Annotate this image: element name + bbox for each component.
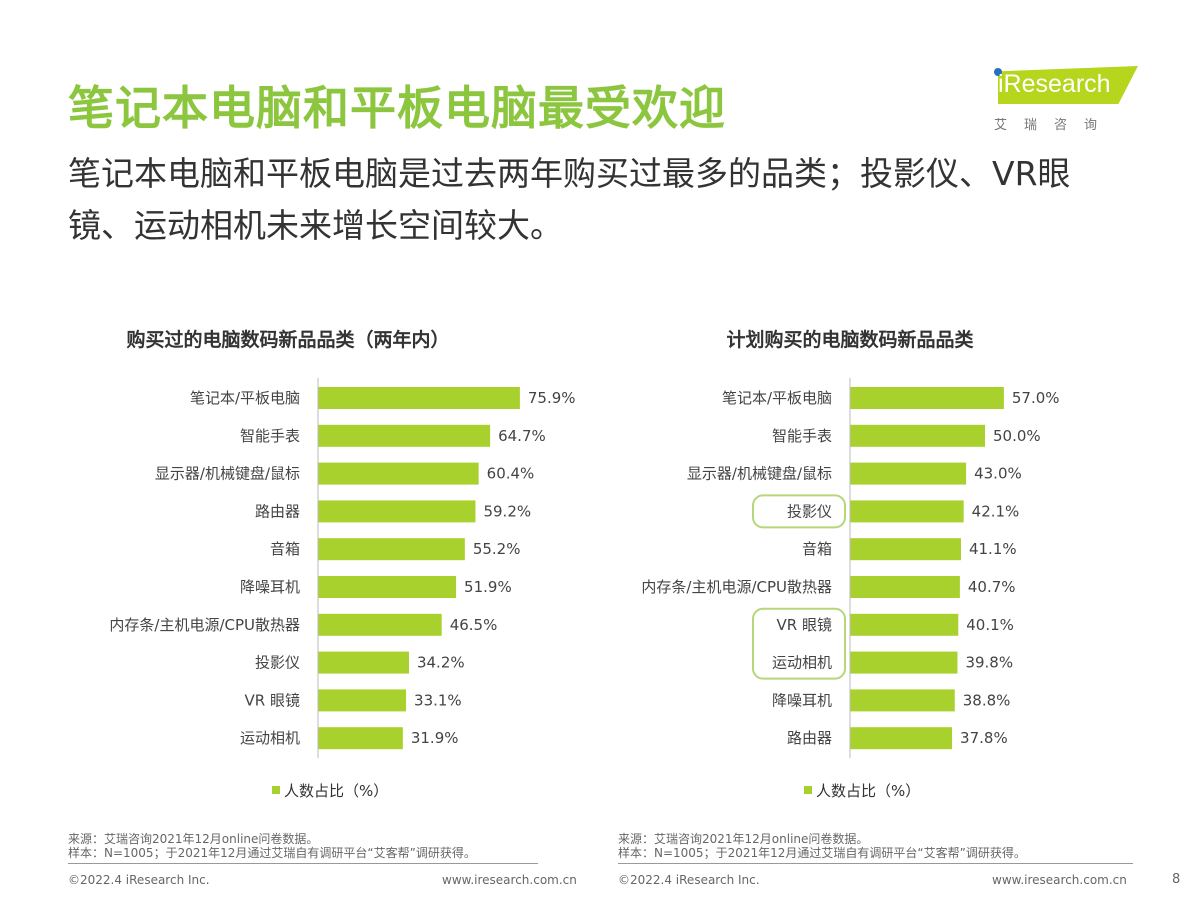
bar <box>850 424 985 447</box>
category-label: 路由器 <box>787 729 832 747</box>
bar <box>850 727 953 750</box>
bar <box>318 613 442 636</box>
bar <box>850 651 958 674</box>
category-label: 投影仪 <box>255 654 300 672</box>
source-note-right: 来源：艾瑞咨询2021年12月online问卷数据。 样本：N=1005；于202… <box>618 832 1133 864</box>
chart-title: 计划购买的电脑数码新品品类 <box>726 328 973 351</box>
bar <box>318 689 407 712</box>
data-label: 40.1% <box>966 616 1014 634</box>
bar <box>318 424 491 447</box>
data-label: 55.2% <box>473 540 521 558</box>
page-subtitle: 笔记本电脑和平板电脑是过去两年购买过最多的品类；投影仪、VR眼镜、运动相机未来增… <box>68 154 1071 245</box>
category-label: 音箱 <box>802 540 832 558</box>
category-label: VR 眼镜 <box>245 691 300 709</box>
bar <box>318 538 465 561</box>
copyright: ©2022.4 iResearch Inc. <box>618 873 760 887</box>
data-label: 43.0% <box>974 465 1022 483</box>
highlight-box <box>752 494 846 529</box>
data-label: 59.2% <box>483 502 531 520</box>
source-note-left: 来源：艾瑞咨询2021年12月online问卷数据。 样本：N=1005；于202… <box>68 832 538 864</box>
bar <box>850 387 1004 409</box>
bar <box>850 576 960 598</box>
logo-text: iResearch <box>998 70 1111 98</box>
bar <box>850 462 967 485</box>
data-label: 34.2% <box>417 654 465 672</box>
category-label: 音箱 <box>270 540 300 558</box>
data-label: 40.7% <box>968 578 1016 596</box>
logo-cn: 艾瑞咨询 <box>994 118 1115 133</box>
category-label: 笔记本/平板电脑 <box>190 389 300 407</box>
data-label: 31.9% <box>411 729 459 747</box>
page-number: 8 <box>1172 872 1181 887</box>
legend-swatch <box>804 786 812 794</box>
bar <box>850 500 964 523</box>
highlight-box <box>752 607 846 680</box>
sample-text: 样本：N=1005；于2021年12月通过艾瑞自有调研平台“艾客帮”调研获得。 <box>618 846 1026 860</box>
data-label: 75.9% <box>528 389 576 407</box>
chart-title: 购买过的电脑数码新品品类（两年内） <box>126 328 449 351</box>
sample-text: 样本：N=1005；于2021年12月通过艾瑞自有调研平台“艾客帮”调研获得。 <box>68 846 476 860</box>
category-label: 路由器 <box>255 502 300 520</box>
data-label: 60.4% <box>487 465 535 483</box>
category-label: 显示器/机械键盘/鼠标 <box>687 465 832 483</box>
page-title: 笔记本电脑和平板电脑最受欢迎 <box>68 81 726 135</box>
bar <box>318 727 403 750</box>
bar <box>318 651 409 674</box>
data-label: 46.5% <box>450 616 498 634</box>
source-text: 来源：艾瑞咨询2021年12月online问卷数据。 <box>68 832 319 846</box>
category-label: 运动相机 <box>240 729 300 747</box>
category-label: 显示器/机械键盘/鼠标 <box>155 465 300 483</box>
data-label: 50.0% <box>993 427 1041 445</box>
bar <box>318 387 520 409</box>
legend-swatch <box>272 786 280 794</box>
category-label: 笔记本/平板电脑 <box>722 389 832 407</box>
data-label: 64.7% <box>498 427 546 445</box>
category-label: 降噪耳机 <box>240 578 300 596</box>
bar <box>850 689 955 712</box>
category-label: 投影仪 <box>787 502 832 520</box>
data-label: 41.1% <box>969 540 1017 558</box>
website-link[interactable]: www.iresearch.com.cn <box>992 873 1127 887</box>
category-label: 智能手表 <box>240 427 300 445</box>
bar <box>318 462 479 485</box>
bar <box>318 500 476 523</box>
category-label: 运动相机 <box>772 654 832 672</box>
data-label: 51.9% <box>464 578 512 596</box>
copyright: ©2022.4 iResearch Inc. <box>68 873 210 887</box>
data-label: 33.1% <box>414 691 462 709</box>
chart-purchased: 购买过的电脑数码新品品类（两年内） 笔记本/平板电脑 75.9% 智能手表 64.7% 显… <box>109 328 576 800</box>
legend-label: 人数占比（%） <box>284 782 388 800</box>
category-label: VR 眼镜 <box>777 616 832 634</box>
category-label: 智能手表 <box>772 427 832 445</box>
data-label: 57.0% <box>1012 389 1060 407</box>
category-label: 降噪耳机 <box>772 691 832 709</box>
legend-label: 人数占比（%） <box>816 782 920 800</box>
data-label: 39.8% <box>965 654 1013 672</box>
category-label: 内存条/主机电源/CPU散热器 <box>109 616 300 634</box>
iresearch-logo: iResearch 艾瑞咨询 <box>990 64 1140 134</box>
bar <box>318 576 457 598</box>
source-text: 来源：艾瑞咨询2021年12月online问卷数据。 <box>618 832 869 846</box>
website-link[interactable]: www.iresearch.com.cn <box>442 873 577 887</box>
data-label: 42.1% <box>972 502 1020 520</box>
bar <box>850 613 959 636</box>
bar <box>850 538 961 561</box>
category-label: 内存条/主机电源/CPU散热器 <box>641 578 832 596</box>
data-label: 38.8% <box>963 691 1011 709</box>
data-label: 37.8% <box>960 729 1008 747</box>
